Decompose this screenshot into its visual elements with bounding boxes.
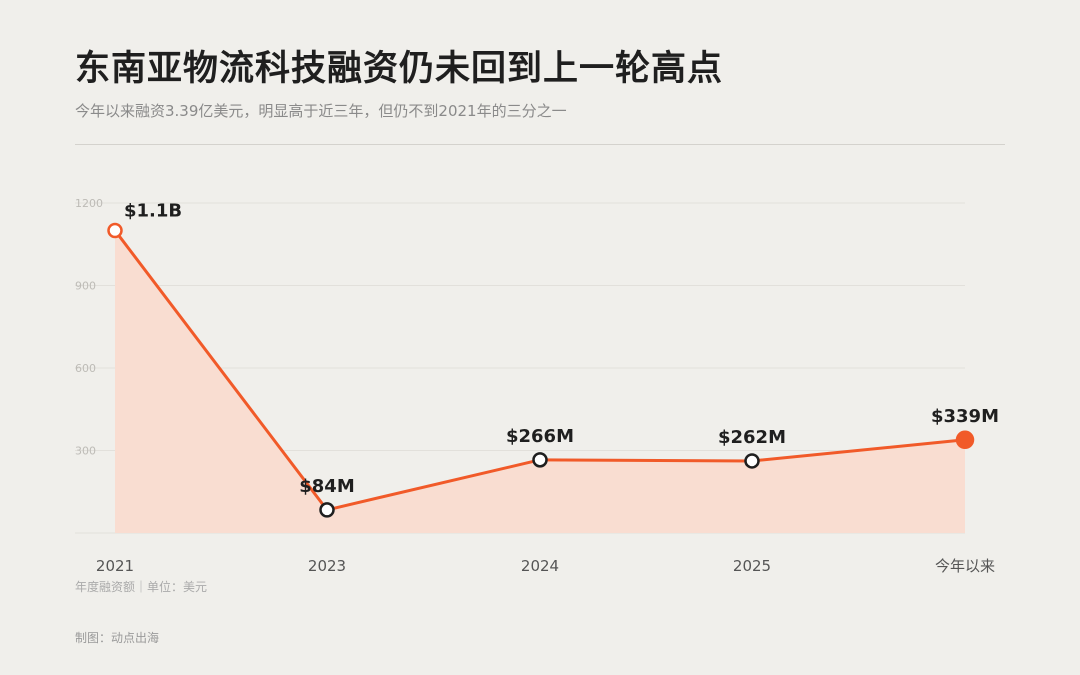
x-tick-label-1: 2023	[308, 557, 346, 575]
data-point-0	[107, 222, 123, 239]
x-tick-label-0: 2021	[96, 557, 134, 575]
x-tick-label-3: 2025	[733, 557, 771, 575]
x-tick-label-4: 今年以来	[935, 557, 995, 575]
data-point-3	[744, 453, 760, 469]
data-label-3: $262M	[718, 427, 786, 448]
data-label-4: $339M	[931, 406, 999, 427]
data-point-2	[532, 452, 548, 468]
chart-footnote: 年度融资额｜单位：美元	[75, 580, 208, 594]
data-point-1	[319, 502, 335, 518]
chart-credit: 制图：动点出海	[75, 631, 160, 645]
y-tick-label-900: 900	[75, 280, 96, 293]
y-tick-label-300: 300	[75, 445, 96, 458]
data-point-4	[955, 430, 975, 450]
y-tick-label-1200: 1200	[75, 197, 103, 210]
header-divider	[75, 144, 1005, 145]
data-label-2: $266M	[506, 426, 574, 447]
chart-subtitle: 今年以来融资3.39亿美元，明显高于近三年，但仍不到2021年的三分之一	[75, 102, 567, 120]
chart-title: 东南亚物流科技融资仍未回到上一轮高点	[75, 49, 724, 89]
area-fill	[115, 230, 965, 533]
data-label-1: $84M	[299, 476, 355, 497]
data-label-0: $1.1B	[124, 201, 182, 222]
y-tick-label-600: 600	[75, 362, 96, 375]
x-tick-label-2: 2024	[521, 557, 559, 575]
